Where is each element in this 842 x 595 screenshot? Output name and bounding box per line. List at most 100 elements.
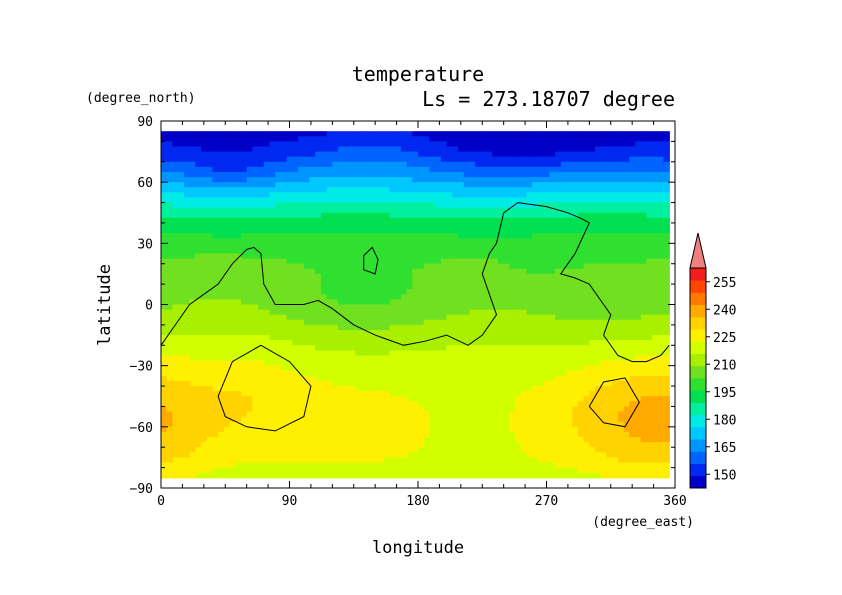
heatmap-cell — [566, 187, 573, 193]
heatmap-cell — [657, 161, 665, 168]
heatmap-cell — [280, 289, 288, 295]
heatmap-cell — [355, 350, 362, 357]
heatmap-cell — [269, 345, 276, 351]
heatmap-cell — [480, 228, 488, 234]
heatmap-cell — [617, 273, 625, 280]
heatmap-cell — [315, 161, 322, 168]
heatmap-cell — [183, 233, 191, 239]
heatmap-cell — [497, 350, 505, 357]
heatmap-cell — [383, 156, 391, 163]
heatmap-cell — [492, 360, 499, 367]
heatmap-cell — [600, 182, 608, 188]
heatmap-cell — [526, 284, 533, 290]
heatmap-cell — [635, 238, 642, 244]
heatmap-cell — [178, 131, 185, 137]
heatmap-cell — [389, 370, 396, 377]
heatmap-cell — [526, 299, 533, 306]
heatmap-cell — [589, 192, 596, 199]
heatmap-cell — [246, 360, 253, 367]
heatmap-cell — [212, 360, 219, 367]
heatmap-cell — [280, 131, 288, 137]
heatmap-cell — [309, 350, 316, 357]
heatmap-cell — [435, 243, 442, 250]
heatmap-cell — [657, 233, 665, 239]
heatmap-cell — [526, 248, 533, 255]
heatmap-cell — [503, 289, 510, 295]
heatmap-cell — [457, 345, 465, 351]
heatmap-cell — [503, 248, 510, 255]
heatmap-cell — [195, 228, 202, 234]
heatmap-cell — [343, 340, 351, 346]
heatmap-cell — [206, 284, 213, 290]
heatmap-cell — [440, 284, 448, 290]
heatmap-cell — [635, 279, 642, 285]
heatmap-cell — [389, 207, 396, 214]
heatmap-cell — [309, 289, 316, 295]
heatmap-cell — [629, 386, 636, 392]
heatmap-cell — [183, 222, 191, 229]
heatmap-cell — [469, 294, 476, 301]
heatmap-cell — [577, 131, 585, 137]
heatmap-cell — [583, 233, 590, 239]
heatmap-cell — [560, 406, 568, 413]
heatmap-cell — [492, 243, 499, 250]
heatmap-cell — [229, 401, 236, 408]
heatmap-cell — [326, 212, 333, 219]
heatmap-cell — [577, 161, 585, 168]
heatmap-cell — [275, 294, 282, 301]
heatmap-cell — [572, 171, 579, 178]
heatmap-cell — [326, 197, 333, 204]
heatmap-cell — [320, 345, 328, 351]
heatmap-cell — [178, 391, 185, 397]
heatmap-cell — [520, 309, 528, 316]
heatmap-cell — [366, 289, 373, 295]
heatmap-cell — [349, 192, 356, 199]
heatmap-cell — [343, 360, 351, 367]
heatmap-cell — [400, 263, 408, 270]
heatmap-cell — [657, 324, 665, 331]
heatmap-cell — [600, 212, 608, 219]
heatmap-cell — [543, 340, 550, 346]
heatmap-cell — [229, 212, 236, 219]
heatmap-cell — [537, 406, 545, 413]
heatmap-cell — [355, 329, 362, 336]
heatmap-cell — [343, 304, 351, 311]
heatmap-cell — [526, 279, 533, 285]
heatmap-cell — [315, 248, 322, 255]
heatmap-cell — [269, 370, 276, 377]
heatmap-cell — [406, 329, 413, 336]
heatmap-cell — [200, 207, 208, 214]
heatmap-cell — [326, 146, 333, 153]
heatmap-cell — [526, 202, 533, 209]
heatmap-cell — [560, 340, 568, 346]
heatmap-cell — [446, 365, 453, 372]
heatmap-cell — [629, 355, 636, 362]
heatmap-cell — [560, 151, 568, 158]
heatmap-cell — [206, 309, 213, 316]
heatmap-cell — [469, 355, 476, 362]
heatmap-cell — [161, 171, 168, 178]
heatmap-cell — [435, 309, 442, 316]
x-axis-unit: (degree_east) — [592, 515, 694, 530]
heatmap-cell — [617, 228, 625, 234]
heatmap-cell — [549, 202, 556, 209]
heatmap-cell — [183, 212, 191, 219]
heatmap-cell — [343, 396, 351, 402]
heatmap-cell — [606, 324, 613, 331]
heatmap-cell — [286, 202, 293, 209]
heatmap-cell — [600, 279, 608, 285]
heatmap-cell — [395, 156, 402, 163]
heatmap-cell — [572, 161, 579, 168]
heatmap-cell — [657, 228, 665, 234]
heatmap-cell — [429, 233, 436, 239]
heatmap-cell — [400, 299, 408, 306]
heatmap-cell — [172, 207, 179, 214]
heatmap-cell — [600, 299, 608, 306]
heatmap-cell — [235, 212, 242, 219]
heatmap-cell — [320, 131, 328, 137]
heatmap-cell — [400, 365, 408, 372]
heatmap-cell — [235, 222, 242, 229]
heatmap-cell — [475, 202, 482, 209]
heatmap-cell — [646, 131, 653, 137]
heatmap-cell — [457, 335, 465, 341]
